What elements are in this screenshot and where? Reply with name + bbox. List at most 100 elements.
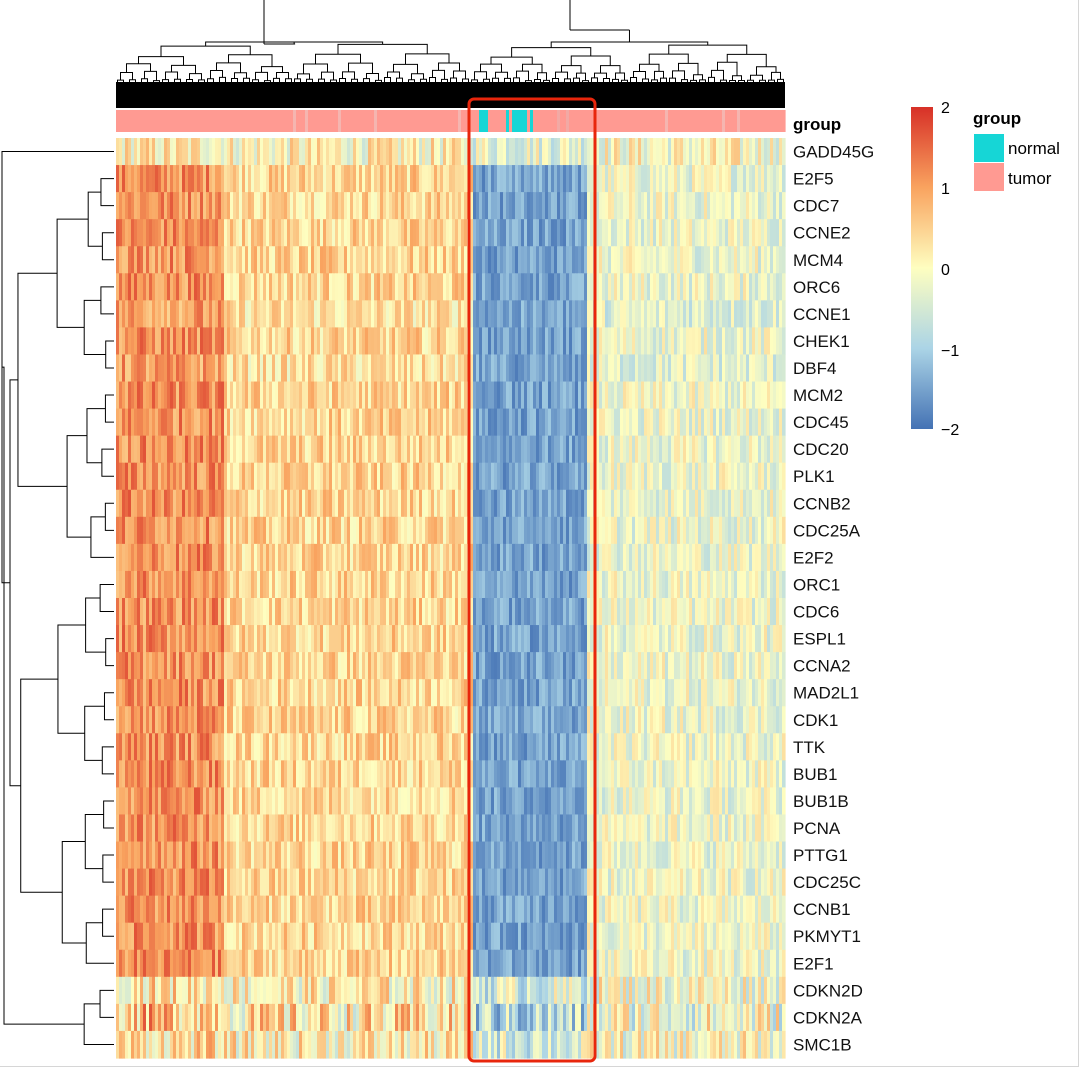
heatmap-cell [494,246,498,274]
heatmap-cell [275,598,279,626]
heatmap-cell [224,543,228,572]
heatmap-cell [329,381,333,410]
heatmap-cell [482,192,486,220]
heatmap-cell [482,516,486,545]
heatmap-cell [317,679,321,707]
heatmap-cell [350,300,354,329]
dendrogram-branch [511,47,592,58]
heatmap-cell [356,165,360,193]
heatmap-cell [773,625,777,653]
heatmap-cell [464,652,468,680]
heatmap-cell [362,273,366,301]
heatmap-cell [428,435,432,464]
annotation-cell [758,110,762,132]
heatmap-cell [641,435,645,464]
heatmap-cell [755,489,759,518]
heatmap-cell [548,489,552,518]
heatmap-cell [182,273,186,301]
heatmap-cell [161,219,165,247]
heatmap-cell [449,489,453,518]
heatmap-cell [662,192,666,220]
heatmap-cell [200,273,204,301]
heatmap-cell [137,543,141,572]
heatmap-cell [176,679,180,707]
heatmap-cell [581,381,585,410]
heatmap-cell [287,138,291,166]
heatmap-cell [572,598,576,626]
heatmap-cell [533,598,537,626]
heatmap-cell [311,300,315,329]
heatmap-cell [755,381,759,410]
heatmap-cell [530,165,534,193]
heatmap-cell [554,516,558,545]
heatmap-cell [431,354,435,383]
heatmap-cell [164,273,168,301]
heatmap-cell [701,462,705,491]
heatmap-cell [341,165,345,193]
heatmap-cell [572,354,576,383]
heatmap-cell [761,516,765,545]
heatmap-cell [659,598,663,626]
heatmap-cell [605,652,609,680]
heatmap-cell [656,165,660,193]
heatmap-cell [311,165,315,193]
heatmap-cell [719,625,723,653]
annotation-cell [494,110,498,132]
heatmap-cell [692,300,696,329]
annotation-cell [251,110,255,132]
heatmap-cell [182,652,186,680]
heatmap-cell [587,192,591,220]
heatmap-cell [338,625,342,653]
heatmap-cell [152,165,156,193]
heatmap-cell [158,462,162,491]
heatmap-cell [512,300,516,329]
heatmap-cell [509,192,513,220]
heatmap-cell [491,652,495,680]
heatmap-cell [311,516,315,545]
heatmap-cell [500,381,504,410]
heatmap-cell [626,246,630,274]
heatmap-cell [410,165,414,193]
heatmap-cell [398,570,402,599]
heatmap-cell [257,598,261,626]
heatmap-cell [410,381,414,410]
heatmap-cell [497,598,501,626]
heatmap-cell [368,354,372,383]
heatmap-cell [179,300,183,329]
heatmap-cell [413,652,417,680]
heatmap-cell [734,354,738,383]
heatmap-cell [440,327,444,356]
heatmap-cell [677,462,681,491]
heatmap-cell [140,165,144,193]
heatmap-cell [131,138,135,166]
heatmap-cell [539,408,543,437]
heatmap-cell [569,652,573,680]
heatmap-cell [557,679,561,707]
annotation-cell [668,110,672,132]
heatmap-cell [335,679,339,707]
heatmap-cell [419,598,423,626]
heatmap-cell [386,300,390,329]
heatmap-cell [383,327,387,356]
heatmap-cell [392,516,396,545]
heatmap-cell [527,598,531,626]
heatmap-cell [287,679,291,707]
heatmap-cell [740,543,744,572]
heatmap-cell [164,138,168,166]
heatmap-cell [581,273,585,301]
heatmap-cell [368,462,372,491]
heatmap-cell [296,165,300,193]
heatmap-cell [395,327,399,356]
heatmap-cell [224,381,228,410]
heatmap-cell [713,165,717,193]
heatmap-cell [173,219,177,247]
heatmap-cell [746,192,750,220]
heatmap-cell [596,408,600,437]
heatmap-cell [179,516,183,545]
heatmap-cell [209,462,213,491]
heatmap-cell [251,192,255,220]
heatmap-cell [365,516,369,545]
heatmap-cell [296,381,300,410]
heatmap-cell [719,192,723,220]
heatmap-cell [260,138,264,166]
